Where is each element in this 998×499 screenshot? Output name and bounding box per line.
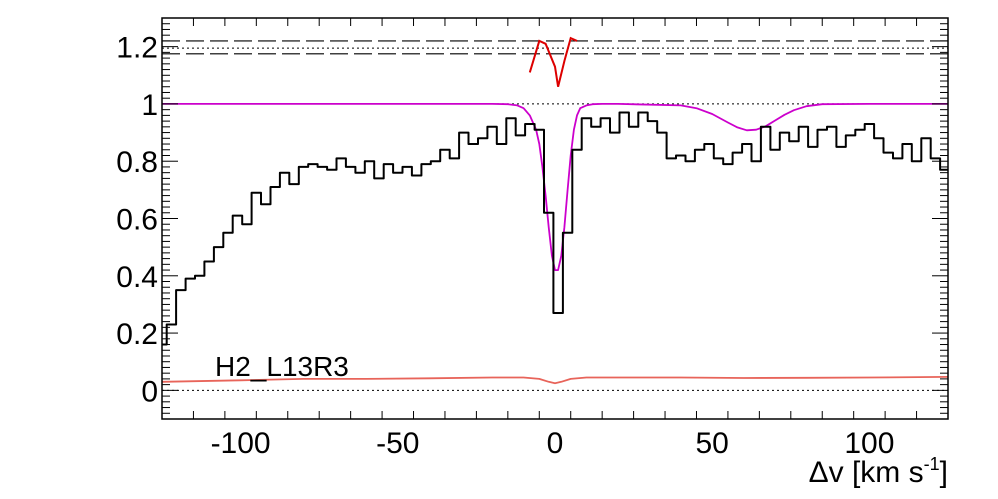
y-tick-label: 0.8	[116, 146, 158, 179]
y-tick-label: 1	[141, 89, 158, 122]
axis-ticks	[161, 17, 949, 420]
component-marker	[528, 36, 578, 87]
x-axis-label-main: Δv [km s	[809, 456, 924, 489]
x-axis-label-exponent: -1	[924, 454, 940, 474]
model-line	[162, 103, 948, 271]
x-tick-labels: -100 -50 0 50 100	[211, 427, 895, 460]
y-tick-label: 1.2	[116, 32, 158, 65]
error-series	[161, 376, 949, 385]
x-tick-label: 0	[547, 427, 564, 460]
reference-lines	[162, 40, 948, 391]
flux-line	[162, 111, 948, 346]
component-marker-line	[528, 36, 578, 87]
error-line	[161, 376, 949, 385]
model-series	[162, 103, 948, 271]
y-tick-label: 0.6	[116, 204, 158, 237]
x-tick-label: 100	[844, 427, 894, 460]
x-axis-label: Δv [km s-1]	[809, 454, 948, 489]
x-tick-label: -50	[376, 427, 419, 460]
y-tick-label: 0	[141, 375, 158, 408]
x-tick-label: 50	[696, 427, 729, 460]
y-tick-labels: 0 0.2 0.4 0.6 0.8 1 1.2	[116, 32, 158, 409]
y-tick-label: 0.2	[116, 318, 158, 351]
y-tick-label: 0.4	[116, 261, 158, 294]
flux-series	[162, 111, 948, 346]
x-tick-label: -100	[211, 427, 271, 460]
transition-label: H2_L13R3	[215, 351, 349, 382]
x-axis-label-close: ]	[940, 456, 948, 489]
